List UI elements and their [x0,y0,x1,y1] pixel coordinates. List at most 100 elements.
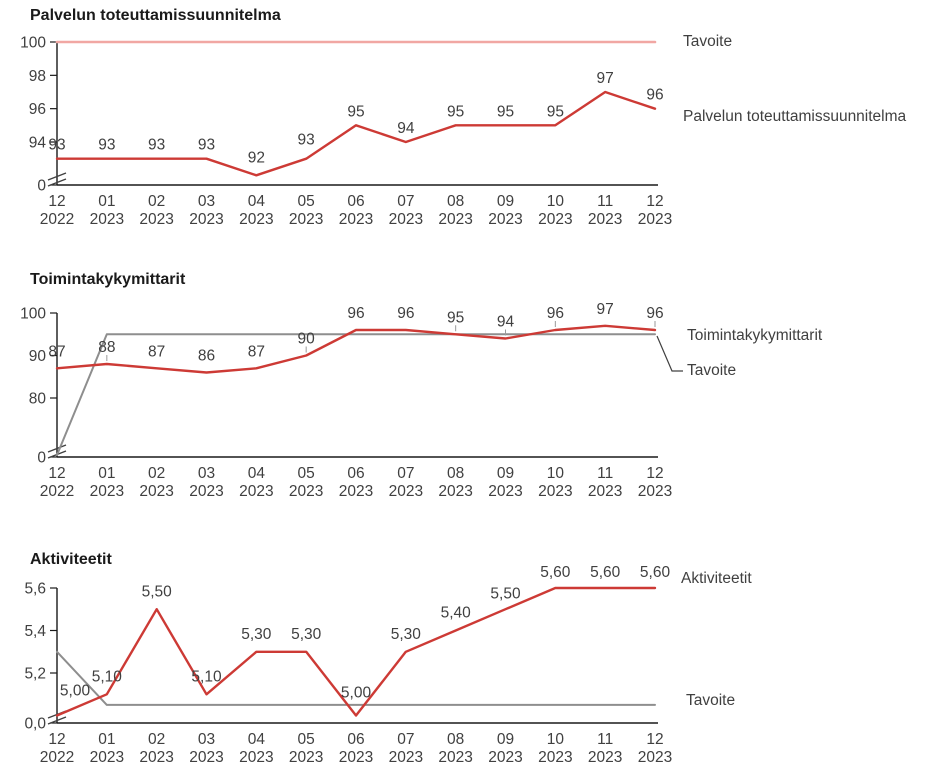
series-line-tavoite [56,650,656,706]
y-tick-label: 100 [20,35,46,52]
x-label-year: 2023 [538,483,572,500]
data-label: 5,30 [241,626,272,643]
y-tick-label: 5,6 [24,581,46,598]
x-label-year: 2023 [588,483,622,500]
data-label: 87 [248,343,265,360]
y-tick-label: 5,2 [24,666,46,683]
x-label-month: 01 [98,193,115,210]
x-label-year: 2023 [239,211,273,228]
data-label: 5,10 [191,668,222,685]
x-label-month: 09 [497,731,514,748]
x-label-month: 02 [148,193,165,210]
data-label: 96 [547,305,564,322]
x-label-month: 12 [646,465,663,482]
data-label: 95 [347,103,364,120]
y-tick-label: 98 [29,68,46,85]
y-tick-label: 100 [20,306,46,323]
x-label-year: 2022 [40,211,74,228]
x-label-month: 03 [198,193,215,210]
axis-break-icon [47,716,67,725]
data-label: 96 [347,305,364,322]
x-label-year: 2023 [239,483,273,500]
legend-chart1-tavoite: Tavoite [683,33,733,50]
axis-break-icon [47,178,67,187]
data-label: 5,50 [142,583,173,600]
data-label: 97 [597,301,614,318]
x-label-year: 2023 [90,483,124,500]
x-label-year: 2023 [289,483,323,500]
x-label-year: 2023 [189,483,223,500]
data-label: 93 [198,137,215,154]
legend-chart2-toimintakykymittarit: Toimintakykymittarit [687,327,823,344]
data-label: 87 [148,343,165,360]
y-tick-label: 0,0 [24,716,46,733]
data-label: 5,30 [291,626,322,643]
x-label-month: 12 [48,465,65,482]
y-tick-label: 0 [37,178,46,195]
data-label: 5,40 [441,605,472,622]
data-label: 95 [497,103,514,120]
x-label-month: 10 [547,731,565,748]
data-label: 92 [248,149,265,166]
y-tick-label: 5,4 [24,623,46,640]
x-label-month: 12 [48,193,65,210]
data-label: 93 [148,137,165,154]
data-label: 96 [646,87,663,104]
data-label: 94 [397,120,415,137]
x-label-month: 09 [497,465,514,482]
data-label: 95 [447,103,464,120]
data-label: 5,60 [590,564,621,581]
data-label: 5,00 [341,685,372,702]
data-label: 95 [447,309,464,326]
data-label: 87 [48,343,65,360]
data-label: 95 [547,103,564,120]
x-label-year: 2023 [638,483,672,500]
y-tick-label: 96 [29,101,46,118]
x-label-month: 02 [148,731,165,748]
x-label-year: 2023 [488,483,522,500]
legend-chart2-tavoite: Tavoite [687,362,737,379]
legend-chart3-aktiviteetit: Aktiviteetit [681,570,752,587]
x-label-year: 2023 [139,483,173,500]
series-line-tavoite [56,333,656,456]
x-label-year: 2023 [139,211,173,228]
x-label-year: 2023 [389,483,423,500]
x-label-month: 05 [298,193,315,210]
y-tick-label: 80 [29,391,47,408]
chart-title-aktiviteetit: Aktiviteetit [30,551,112,568]
series-line-palvelun-toteuttamissuunnitelma [55,90,657,177]
x-label-year: 2023 [438,483,472,500]
legend-connector-line [656,335,683,372]
x-label-month: 06 [347,731,364,748]
x-label-year: 2022 [40,749,74,766]
x-label-year: 2023 [588,211,622,228]
series-line-aktiviteetit [55,586,657,717]
y-tick-label: 94 [29,135,47,152]
x-label-year: 2023 [488,749,522,766]
x-label-month: 01 [98,465,115,482]
x-label-year: 2023 [438,749,472,766]
x-label-year: 2022 [40,483,74,500]
x-label-month: 10 [547,193,565,210]
x-label-month: 12 [48,731,65,748]
x-label-year: 2023 [638,749,672,766]
x-label-month: 07 [397,193,414,210]
data-label: 97 [597,70,614,87]
x-label-year: 2023 [389,211,423,228]
x-label-month: 04 [248,731,266,748]
x-label-month: 06 [347,465,364,482]
data-label: 90 [298,331,316,348]
x-label-month: 11 [597,731,613,748]
x-label-month: 01 [98,731,115,748]
data-label: 88 [98,339,115,356]
x-label-year: 2023 [339,483,373,500]
data-label: 93 [98,137,115,154]
x-label-year: 2023 [289,749,323,766]
data-label: 93 [298,132,315,149]
x-label-month: 05 [298,731,315,748]
x-label-year: 2023 [339,211,373,228]
x-label-month: 08 [447,731,464,748]
x-label-month: 04 [248,465,266,482]
